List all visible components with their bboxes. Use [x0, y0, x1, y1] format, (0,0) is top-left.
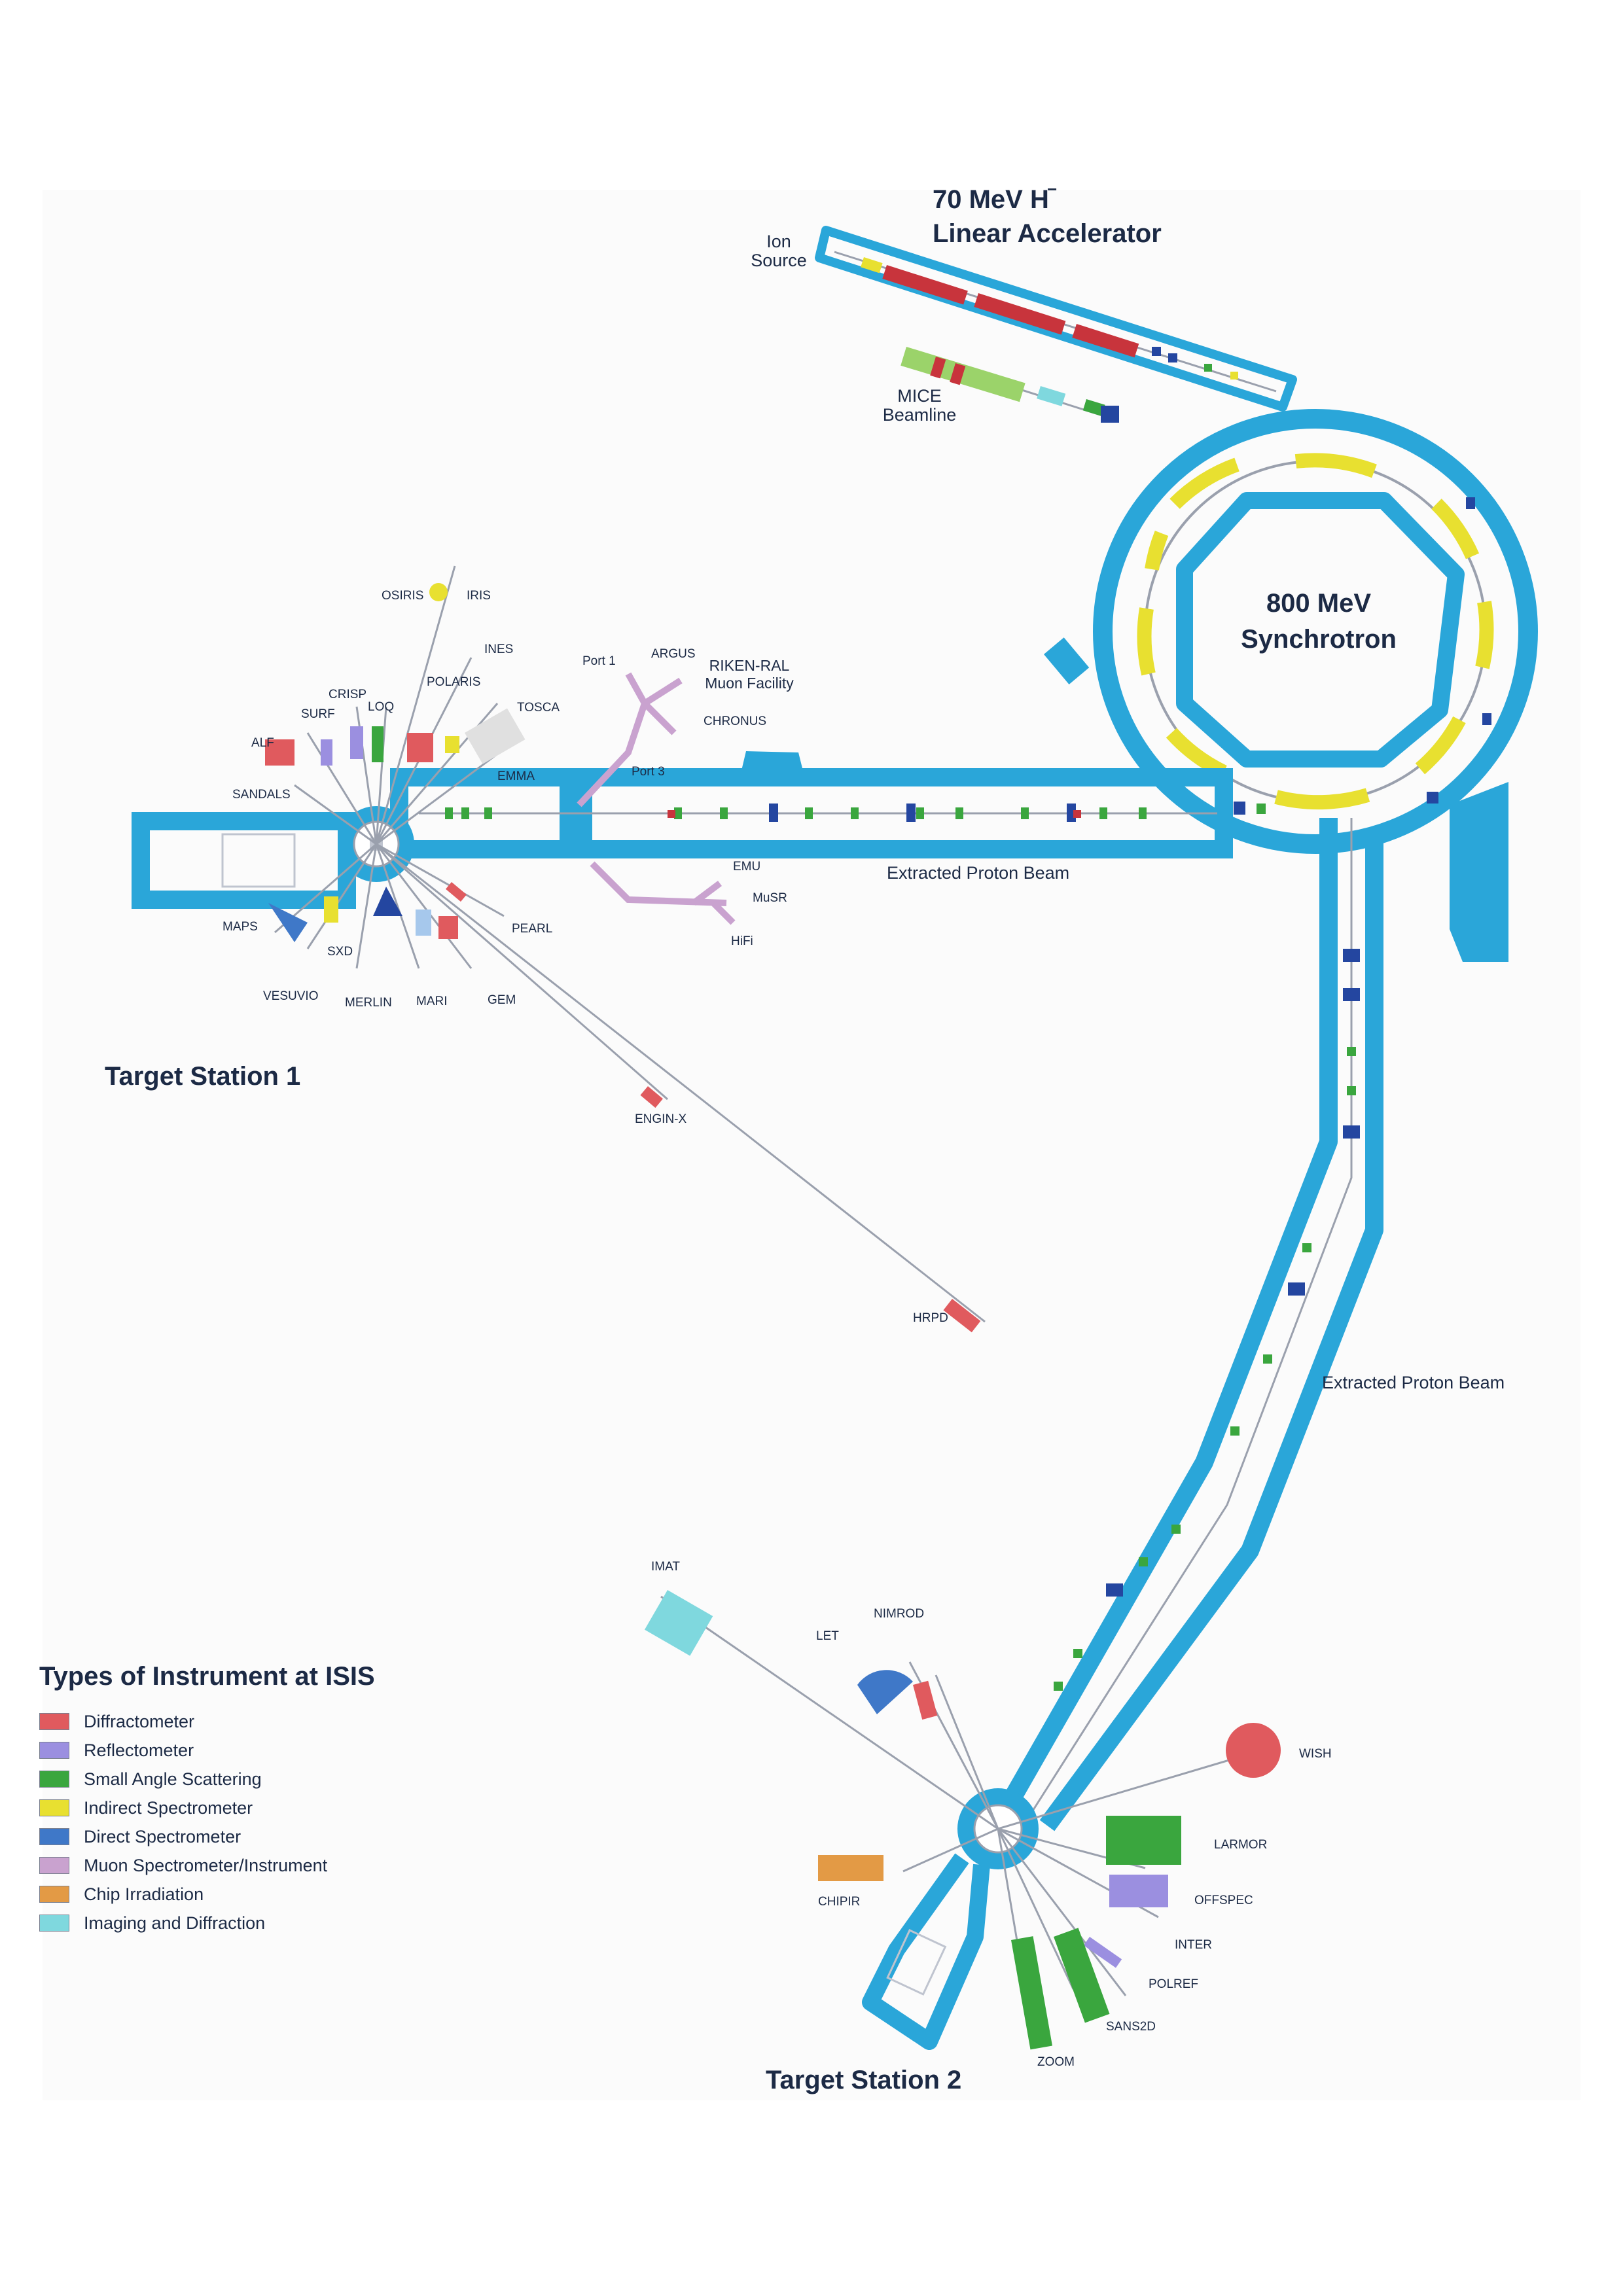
mice-beamline: [901, 347, 1119, 423]
legend-item: Imaging and Diffraction: [39, 1909, 406, 1937]
pearl-label: PEARL: [512, 922, 552, 936]
imat-label: IMAT: [651, 1560, 680, 1574]
engin-x-label: ENGIN-X: [635, 1112, 687, 1126]
crisp-label: CRISP: [329, 688, 366, 701]
legend-item: Small Angle Scattering: [39, 1765, 406, 1793]
legend-label: Diffractometer: [84, 1711, 195, 1731]
loq-label: LOQ: [368, 700, 394, 714]
ines-label: INES: [484, 643, 513, 656]
muon-facility: [577, 672, 736, 925]
tosca-label: TOSCA: [517, 701, 560, 715]
mice-label-1: MICE: [897, 386, 942, 406]
riken-label-1: RIKEN-RAL: [709, 657, 790, 674]
target-station-2: [645, 1590, 1281, 2050]
legend-item: Reflectometer: [39, 1736, 406, 1765]
linac-title-line1: 70 MeV H: [933, 185, 1049, 214]
synchrotron-dipoles: [1137, 453, 1494, 810]
ts2-title: Target Station 2: [766, 2066, 961, 2094]
chipir-label: CHIPIR: [818, 1895, 860, 1909]
sandals-label: SANDALS: [232, 788, 291, 802]
legend-item: Indirect Spectrometer: [39, 1793, 406, 1822]
epb-label-2: Extracted Proton Beam: [1322, 1373, 1505, 1392]
maps-label: MAPS: [223, 920, 258, 934]
inter-label: INTER: [1175, 1938, 1212, 1952]
legend-swatch: [39, 1828, 69, 1845]
port1-label: Port 1: [582, 654, 616, 668]
legend-swatch: [39, 1915, 69, 1932]
nimrod-label: NIMROD: [874, 1607, 924, 1621]
legend-swatch: [39, 1713, 69, 1730]
legend-title: Types of Instrument at ISIS: [39, 1662, 375, 1691]
offspec-label: OFFSPEC: [1194, 1894, 1253, 1907]
legend-item: Muon Spectrometer/Instrument: [39, 1851, 406, 1880]
surf-label: SURF: [301, 707, 335, 721]
legend-swatch: [39, 1771, 69, 1788]
emu-label: EMU: [733, 860, 760, 874]
legend-item: Chip Irradiation: [39, 1880, 406, 1909]
ts1-title: Target Station 1: [105, 1062, 300, 1091]
synchrotron: [1093, 409, 1538, 854]
extracted-proton-beam-ts2: [999, 637, 1508, 1831]
synchrotron-title-line2: Synchrotron: [1241, 625, 1397, 654]
legend-swatch: [39, 1799, 69, 1816]
ion-source-label-1: Ion: [766, 232, 791, 251]
legend-label: Reflectometer: [84, 1740, 194, 1760]
argus-label: ARGUS: [651, 647, 696, 661]
synchrotron-title-line1: 800 MeV: [1266, 589, 1371, 618]
legend-item: Direct Spectrometer: [39, 1822, 406, 1851]
linear-accelerator: [815, 226, 1297, 412]
legend-swatch: [39, 1857, 69, 1874]
port3-label: Port 3: [632, 765, 665, 779]
let-label: LET: [816, 1629, 839, 1643]
sans2d-label: SANS2D: [1106, 2020, 1156, 2034]
ion-source-label-2: Source: [751, 251, 807, 270]
merlin-label: MERLIN: [345, 996, 392, 1010]
legend-label: Indirect Spectrometer: [84, 1797, 253, 1818]
larmor-label: LARMOR: [1214, 1838, 1267, 1852]
legend-label: Direct Spectrometer: [84, 1826, 241, 1846]
iris-label: IRIS: [467, 589, 491, 603]
alf-label: ALF: [251, 736, 274, 750]
legend-swatch: [39, 1886, 69, 1903]
hrpd-label: HRPD: [913, 1311, 948, 1325]
legend-label: Chip Irradiation: [84, 1884, 204, 1904]
hifi-label: HiFi: [731, 934, 753, 948]
mice-label-2: Beamline: [883, 405, 957, 425]
extracted-proton-beam-ts1: [390, 751, 1233, 858]
legend-label: Imaging and Diffraction: [84, 1913, 266, 1933]
polaris-label: POLARIS: [427, 675, 480, 689]
osiris-label: OSIRIS: [382, 589, 423, 603]
legend-item: Diffractometer: [39, 1707, 406, 1736]
legend-label: Small Angle Scattering: [84, 1769, 262, 1789]
legend-swatch: [39, 1742, 69, 1759]
labels: 70 MeV H − Linear Accelerator Ion Source…: [105, 179, 1505, 2094]
legend-label: Muon Spectrometer/Instrument: [84, 1855, 328, 1875]
emma-label: EMMA: [497, 769, 535, 783]
wish-label: WISH: [1299, 1747, 1332, 1761]
chronus-label: CHRONUS: [704, 715, 766, 728]
gem-label: GEM: [488, 993, 516, 1007]
linac-title-line2: Linear Accelerator: [933, 219, 1162, 248]
epb-label-1: Extracted Proton Beam: [887, 863, 1069, 883]
zoom-label: ZOOM: [1037, 2055, 1075, 2069]
mari-label: MARI: [416, 995, 448, 1008]
linac-title-superscript: −: [1047, 179, 1057, 199]
musr-label: MuSR: [753, 891, 787, 905]
vesuvio-label: VESUVIO: [263, 989, 318, 1003]
target-station-1: [132, 565, 986, 1333]
instrument-type-legend: Types of Instrument at ISIS Diffractomet…: [39, 1662, 406, 1937]
riken-label-2: Muon Facility: [705, 675, 794, 692]
sxd-label: SXD: [327, 945, 353, 959]
polref-label: POLREF: [1149, 1977, 1198, 1991]
legend-items: Diffractometer Reflectometer Small Angle S…: [39, 1707, 406, 1937]
